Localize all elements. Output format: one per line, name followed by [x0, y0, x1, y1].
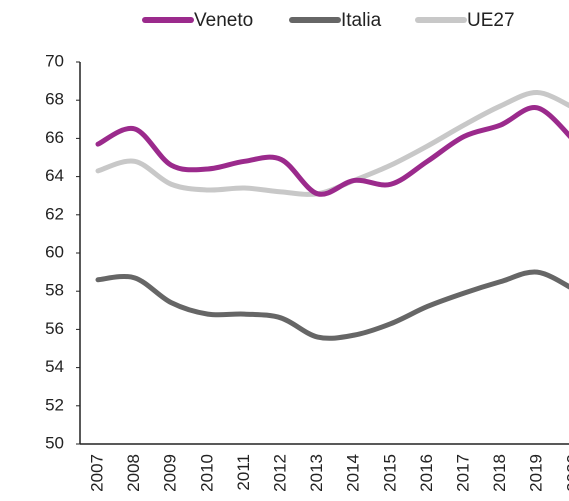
- x-tick-label: 2018: [490, 454, 509, 492]
- legend-label: UE27: [467, 10, 515, 31]
- y-tick-label: 62: [45, 204, 64, 223]
- x-tick-label: 2020: [563, 454, 569, 492]
- legend-label: Italia: [341, 10, 382, 31]
- x-tick-label: 2012: [270, 454, 289, 492]
- legend-label: Veneto: [194, 10, 253, 31]
- y-tick-label: 58: [45, 281, 64, 300]
- x-tick-label: 2019: [527, 454, 546, 492]
- series-line: [95, 90, 569, 197]
- x-tick-label: 2007: [87, 454, 106, 492]
- y-tick-label: 64: [45, 166, 64, 185]
- x-tick-label: 2014: [344, 454, 363, 492]
- y-tick-label: 54: [45, 357, 64, 376]
- series-line: [95, 269, 569, 341]
- y-tick-label: 60: [45, 242, 64, 261]
- y-tick-label: 66: [45, 128, 64, 147]
- x-tick-label: 2008: [124, 454, 143, 492]
- x-tick-label: 2015: [380, 454, 399, 492]
- y-tick-label: 68: [45, 90, 64, 109]
- x-tick-label: 2013: [307, 454, 326, 492]
- y-tick-label: 52: [45, 395, 64, 414]
- x-tick-label: 2010: [197, 454, 216, 492]
- x-tick-label: 2017: [453, 454, 472, 492]
- x-tick-label: 2009: [161, 454, 180, 492]
- y-tick-label: 56: [45, 319, 64, 338]
- y-tick-label: 50: [45, 433, 64, 452]
- x-tick-label: 2011: [234, 454, 253, 491]
- series-line: [95, 105, 569, 197]
- y-tick-label: 70: [45, 51, 64, 70]
- x-tick-label: 2016: [417, 454, 436, 492]
